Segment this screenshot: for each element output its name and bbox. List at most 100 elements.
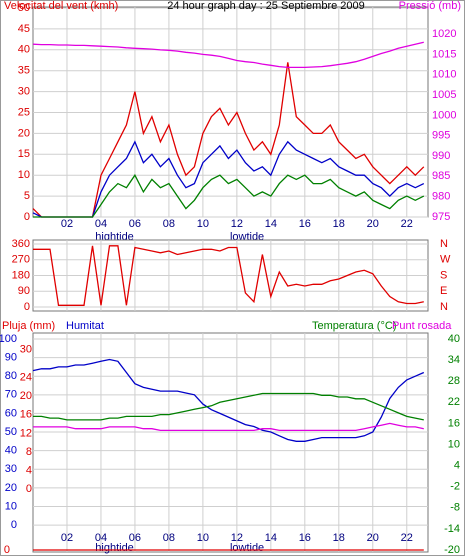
y-tick-label: 35 — [18, 65, 30, 77]
y-tick-label: 20 — [5, 482, 17, 494]
x-tick-label: 16 — [299, 218, 311, 230]
y-tick-label: -14 — [444, 523, 460, 535]
y-tick-label: 50 — [5, 426, 17, 438]
legend-label: Temperatura (°C) — [312, 320, 396, 332]
x-tick-label: 16 — [299, 532, 311, 544]
x-tick-label: 14 — [265, 532, 277, 544]
y-tick-label: 28 — [448, 375, 460, 387]
y-tick-label: 30 — [20, 344, 32, 356]
y-tick-label: 40 — [5, 445, 17, 457]
x-tick-label: 02 — [61, 532, 73, 544]
y-tick-label: 10 — [5, 500, 17, 512]
y-tick-label: 4 — [454, 460, 460, 472]
x-tick-label: 20 — [367, 532, 379, 544]
y-tick-label: 22 — [448, 396, 460, 408]
y-tick-label: W — [440, 254, 451, 266]
y-tick-label: 360 — [12, 238, 30, 250]
x-tick-label: 04 — [95, 218, 107, 230]
x-tick-label: 18 — [333, 218, 345, 230]
x-tick-label: 22 — [401, 532, 413, 544]
y-tick-label: 980 — [432, 191, 450, 203]
y-tick-label: 180 — [12, 269, 30, 281]
y-tick-label: E — [440, 285, 447, 297]
series-line — [32, 62, 425, 218]
y-tick-label: 20 — [18, 127, 30, 139]
series-line — [33, 422, 424, 432]
y-tick-label: 990 — [432, 150, 450, 162]
y-tick-label: 1020 — [432, 28, 456, 40]
y-tick-label: 5 — [24, 190, 30, 202]
legend-label: Pluja (mm) — [2, 320, 55, 332]
y-axis-label: Velocitat del vent (kmh) — [4, 0, 118, 12]
tide-label: lowtide — [230, 542, 264, 554]
tide-label: hightide — [95, 542, 134, 554]
y-tick-label: -20 — [444, 544, 460, 556]
y-tick-label: 40 — [18, 44, 30, 56]
x-tick-label: 12 — [231, 532, 243, 544]
x-tick-label: 14 — [265, 218, 277, 230]
y-tick-label: 20 — [20, 390, 32, 402]
y-tick-label: 34 — [448, 354, 460, 366]
y-tick-label: 16 — [448, 417, 460, 429]
y-tick-label: 25 — [18, 106, 30, 118]
y-tick-label: 0 — [11, 519, 17, 531]
y-tick-label: 70 — [5, 389, 17, 401]
y-tick-label: -8 — [450, 502, 460, 514]
y-tick-label: 975 — [432, 211, 450, 223]
x-tick-label: 02 — [61, 218, 73, 230]
y-tick-label: 0 — [26, 483, 32, 495]
y-tick-label: 985 — [432, 170, 450, 182]
y-tick-label: 80 — [5, 370, 17, 382]
y-tick-label: S — [440, 269, 447, 281]
y-tick-label: 0 — [24, 301, 30, 313]
y-tick-label: 100 — [0, 333, 17, 345]
plot-area — [32, 332, 429, 553]
y-tick-label: 50 — [18, 2, 30, 14]
y-tick-label: N — [440, 301, 448, 313]
y-tick-label: 45 — [18, 23, 30, 35]
y-tick-label: 270 — [12, 254, 30, 266]
x-tick-label: 08 — [163, 532, 175, 544]
x-tick-label: 18 — [333, 532, 345, 544]
y-tick-label: 1010 — [432, 69, 456, 81]
y-tick-label: 10 — [448, 438, 460, 450]
y-tick-label: 1015 — [432, 48, 456, 60]
series-line — [32, 358, 425, 442]
y-tick-label: N — [440, 238, 448, 250]
x-tick-label: 04 — [95, 532, 107, 544]
series-line — [33, 245, 424, 306]
y-tick-label: 8 — [26, 446, 32, 458]
y-tick-label: 0 — [4, 544, 10, 556]
series-line — [32, 140, 425, 218]
y-tick-label: 30 — [18, 86, 30, 98]
x-tick-label: 20 — [367, 218, 379, 230]
y-tick-label: 24 — [20, 371, 32, 383]
y-tick-label: 40 — [448, 333, 460, 345]
y-tick-label: 4 — [26, 464, 32, 476]
y-tick-label: 995 — [432, 130, 450, 142]
y-tick-label: 90 — [18, 285, 30, 297]
x-tick-label: 06 — [129, 532, 141, 544]
y-tick-label: 1005 — [432, 89, 456, 101]
y-tick-label: 0 — [24, 211, 30, 223]
y2-axis-label: Pressió (mb) — [399, 0, 461, 12]
y-tick-label: 10 — [18, 169, 30, 181]
x-tick-label: 22 — [401, 218, 413, 230]
series-line — [32, 41, 424, 69]
legend-label: Humitat — [66, 320, 104, 332]
x-tick-label: 06 — [129, 218, 141, 230]
x-tick-label: 10 — [197, 218, 209, 230]
x-tick-label: 08 — [163, 218, 175, 230]
y-tick-label: 16 — [20, 409, 32, 421]
y-tick-label: 1000 — [432, 109, 456, 121]
chart-title: 24 hour graph day : 25 Septiembre 2009 — [167, 0, 365, 12]
series-line — [33, 392, 424, 421]
y-tick-label: 30 — [5, 463, 17, 475]
y-tick-label: 12 — [20, 427, 32, 439]
y-tick-label: 60 — [5, 407, 17, 419]
legend-label: Punt rosada — [392, 320, 452, 332]
x-tick-label: 10 — [197, 532, 209, 544]
y-tick-label: 15 — [18, 148, 30, 160]
